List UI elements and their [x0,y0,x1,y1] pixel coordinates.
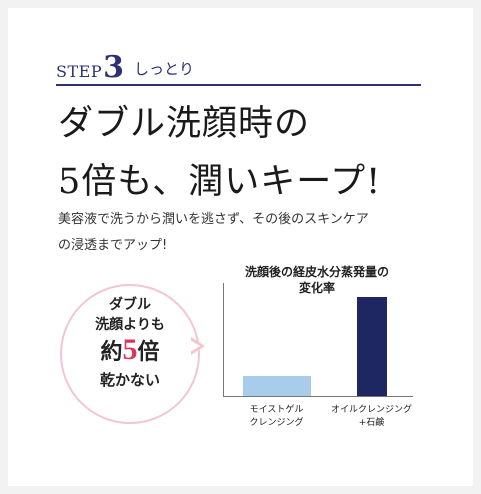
bubble-line-3: 約5倍 [60,333,200,367]
chart-bar-oil-soap [357,297,387,396]
bubble-line-2: 洗顔よりも [95,317,165,333]
chart-category-label-moist-gel: モイストゲル クレンジング [229,404,324,430]
category-label-line-1: モイストゲル [249,405,304,415]
headline: ダブル洗顔時の 5倍も、潤いキープ! [58,95,381,211]
category-label-line-2: クレンジング [249,418,304,428]
headline-line-1: ダブル洗顔時の [58,104,311,144]
category-label-line-1: オイルクレンジング [330,405,412,415]
step-number: 3 [103,50,124,85]
chart-category-label-oil-soap: オイルクレンジング +石鹸 [324,404,419,430]
bubble-line-1: ダブル [109,297,151,313]
headline-line-2: 5倍も、潤いキープ! [58,162,382,202]
chart-y-axis [223,283,224,396]
bubble-number: 5 [122,333,138,366]
speech-bubble [60,284,200,424]
step-divider [56,84,421,86]
chart-bar-moist-gel [243,376,311,396]
bubble-line-4: 乾かない [99,371,160,389]
bubble-prefix: 約 [100,340,123,365]
step-subtitle: しっとり [133,60,194,78]
chart-title-line-2: 変化率 [298,281,335,295]
body-line-1: 美容液で洗うから潤いを逃さず、その後のスキンケア [58,212,369,227]
category-label-line-2: +石鹸 [358,418,385,428]
body-line-2: の浸透までアップ! [58,238,168,253]
speech-bubble-tail-inner [190,340,200,352]
chart-x-axis [223,396,413,397]
bubble-suffix: 倍 [137,340,160,365]
body-text: 美容液で洗うから潤いを逃さず、その後のスキンケア の浸透までアップ! [58,207,369,259]
step-heading: STEP3 しっとり [56,50,194,85]
chart-title-line-1: 洗顔後の経皮水分蒸発量の [244,265,389,279]
step-label: STEP [56,62,103,81]
